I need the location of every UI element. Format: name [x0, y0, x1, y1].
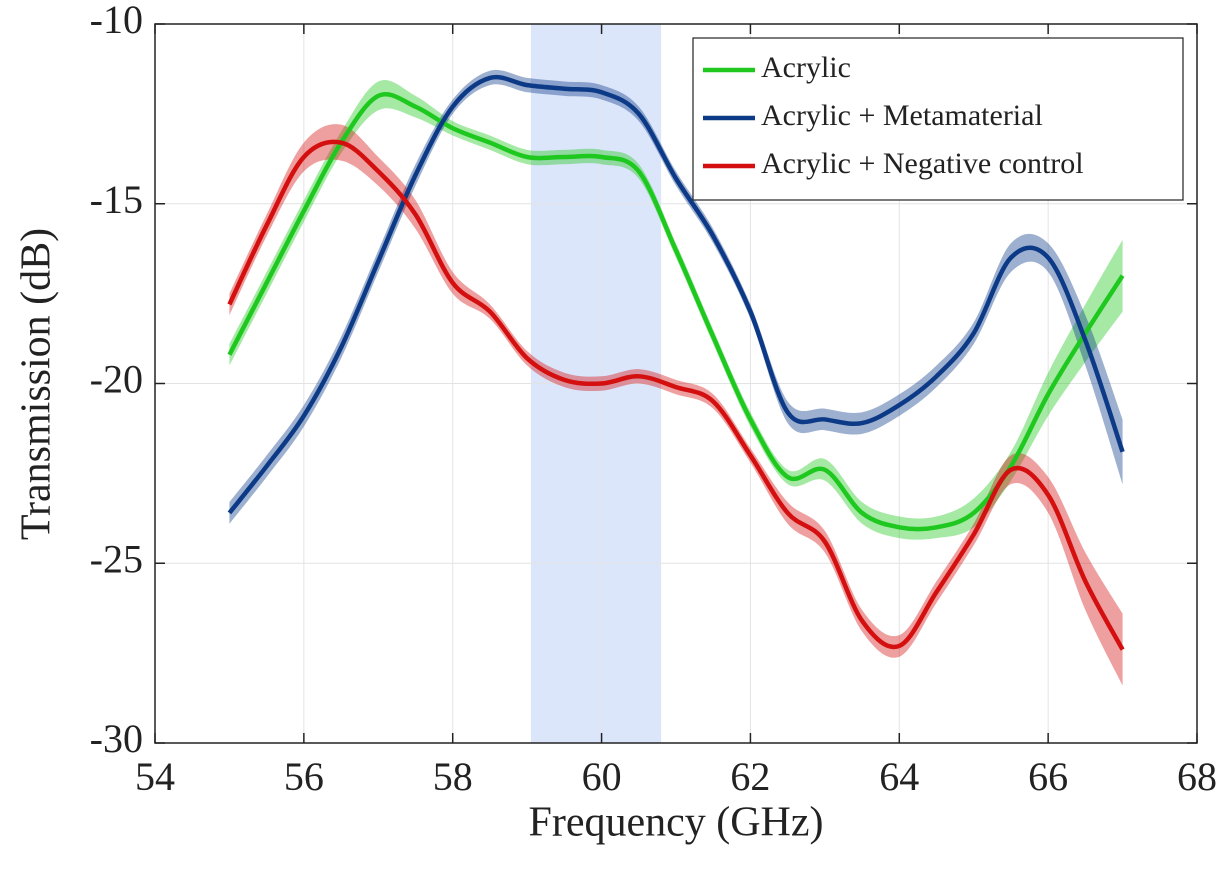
x-tick-label: 66 [1028, 754, 1068, 799]
x-tick-label: 54 [135, 754, 175, 799]
x-tick-label: 68 [1177, 754, 1217, 799]
y-tick-label: -10 [90, 0, 143, 42]
x-tick-label: 58 [433, 754, 473, 799]
series-line [227, 139, 1125, 651]
y-tick-label: -20 [90, 357, 143, 402]
legend-label: Acrylic + Negative control [761, 147, 1084, 180]
y-tick-label: -30 [90, 716, 143, 761]
x-axis-label: Frequency (GHz) [528, 800, 823, 846]
error-band [229, 69, 1123, 524]
y-axis-label: Transmission (dB) [14, 228, 60, 540]
series-line [227, 92, 1125, 532]
x-tick-label: 62 [730, 754, 770, 799]
series-line [227, 74, 1125, 515]
x-tick-label: 56 [284, 754, 324, 799]
y-tick-label: -25 [90, 536, 143, 581]
legend-label: Acrylic [761, 51, 851, 84]
legend-box [692, 37, 1184, 201]
x-tick-label: 60 [582, 754, 622, 799]
plot-frame [154, 23, 1198, 744]
legend-label: Acrylic + Metamaterial [761, 99, 1043, 132]
x-tick-label: 64 [879, 754, 919, 799]
error-band [229, 124, 1123, 686]
y-tick-label: -15 [90, 177, 143, 222]
